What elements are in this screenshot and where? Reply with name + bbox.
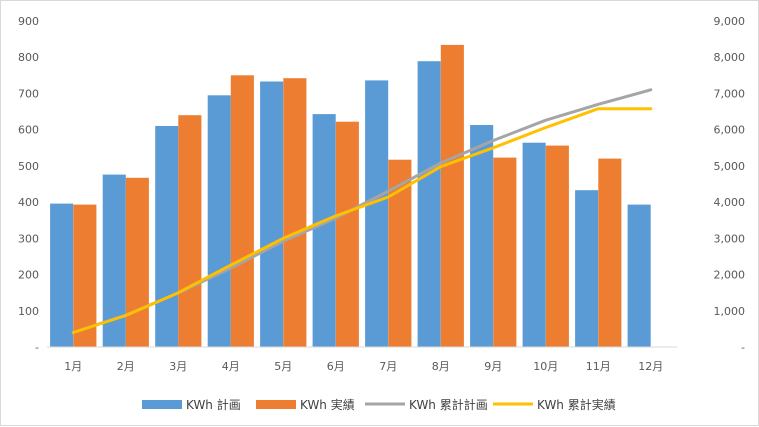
y-left-tick-label: 400: [18, 196, 39, 209]
bar-actual-3: [178, 115, 202, 347]
bar-actual-2: [125, 177, 149, 347]
y-right-tick-label: 5,000: [714, 160, 746, 173]
y-left-tick-label: 300: [18, 232, 39, 245]
legend-label: KWh 計画: [186, 397, 241, 412]
bar-plan-9: [470, 125, 494, 347]
bar-actual-7: [388, 159, 412, 347]
legend: KWh 計画 KWh 実績 KWh 累計計画 KWh 累計実績: [142, 397, 616, 412]
x-tick-label: 8月: [432, 360, 450, 373]
bar-plan-10: [522, 142, 546, 347]
bars-layer: [50, 44, 651, 348]
y-right-tick-label: -: [741, 341, 745, 354]
bar-plan-1: [50, 203, 74, 347]
legend-label: KWh 実績: [300, 397, 355, 412]
bar-actual-8: [440, 44, 464, 348]
x-tick-label: 2月: [117, 360, 135, 373]
y-left-tick-label: 500: [18, 160, 39, 173]
y-right-tick-label: 4,000: [714, 196, 746, 209]
x-tick-label: 4月: [222, 360, 240, 373]
lines-layer: [71, 88, 653, 334]
x-tick-label: 11月: [586, 360, 611, 373]
bar-actual-6: [335, 121, 359, 347]
bar-plan-6: [312, 114, 336, 347]
y-left-tick-label: 100: [18, 305, 39, 318]
bar-actual-11: [598, 158, 622, 347]
legend-swatch: [256, 400, 296, 409]
legend-label: KWh 累計計画: [409, 397, 488, 412]
x-tick-label: 9月: [484, 360, 502, 373]
x-tick-label: 7月: [379, 360, 397, 373]
y-right-tick-label: 3,000: [714, 232, 746, 245]
line-cumulative-actual: [71, 107, 653, 334]
y-left-tick-label: -: [35, 341, 39, 354]
y-left-tick-label: 900: [18, 15, 39, 28]
y-left-tick-label: 600: [18, 124, 39, 137]
x-tick-label: 1月: [64, 360, 82, 373]
y-left-tick-label: 700: [18, 87, 39, 100]
y-right-tick-label: 1,000: [714, 305, 746, 318]
x-tick-label: 12月: [638, 360, 663, 373]
y-right-tick-label: 2,000: [714, 269, 746, 282]
x-tick-label: 3月: [169, 360, 187, 373]
bar-actual-4: [230, 75, 254, 348]
bar-actual-5: [283, 78, 307, 347]
bar-plan-8: [417, 61, 441, 347]
bar-plan-5: [260, 81, 284, 347]
bar-plan-4: [207, 95, 231, 347]
bar-actual-10: [545, 145, 569, 347]
y-left-tick-label: 800: [18, 51, 39, 64]
y-left-tick-label: 200: [18, 269, 39, 282]
bar-plan-12: [627, 204, 651, 347]
x-tick-label: 6月: [327, 360, 345, 373]
x-tick-label: 10月: [533, 360, 558, 373]
bar-actual-9: [493, 157, 517, 347]
y-right-tick-label: 7,000: [714, 87, 746, 100]
y-right-tick-label: 6,000: [714, 124, 746, 137]
bar-plan-3: [155, 126, 179, 347]
bar-actual-1: [73, 204, 97, 347]
bar-plan-2: [102, 174, 126, 347]
y-right-tick-label: 8,000: [714, 51, 746, 64]
axes-layer: - 100 200 300 400 500 600 700 800 900 - 1,000 2,000 3…: [18, 15, 745, 373]
bar-plan-7: [365, 80, 389, 348]
legend-label: KWh 累計実績: [537, 397, 616, 412]
legend-swatch: [142, 400, 182, 409]
y-right-tick-label: 9,000: [714, 15, 746, 28]
bar-plan-11: [575, 190, 599, 347]
x-tick-label: 5月: [274, 360, 292, 373]
